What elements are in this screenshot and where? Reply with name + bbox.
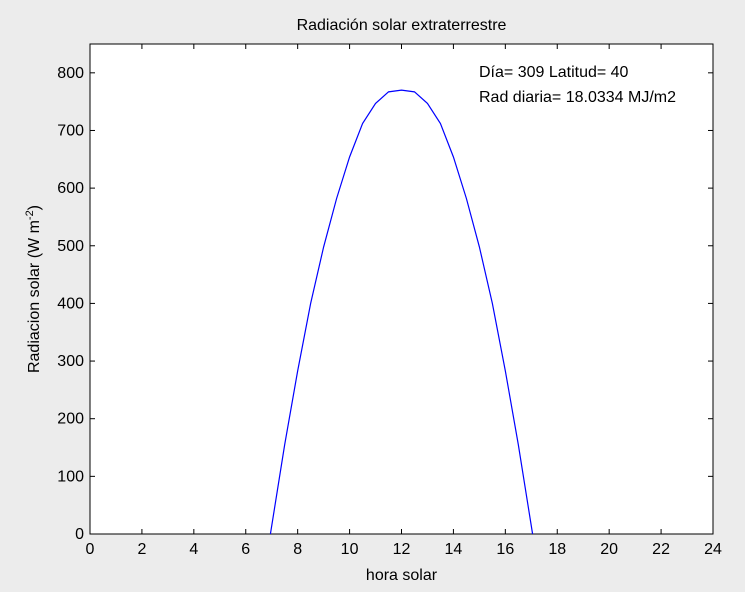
series-line (269, 89, 534, 535)
y-tick-label: 500 (57, 238, 84, 255)
y-axis-label-end: ) (26, 205, 43, 210)
y-tick-label: 800 (57, 65, 84, 82)
x-tick-label: 16 (496, 541, 514, 558)
x-tick-label: 20 (600, 541, 618, 558)
plot-area (89, 43, 714, 535)
annotation-daily-radiation: Rad diaria= 18.0334 MJ/m2 (479, 89, 676, 106)
x-tick-label: 4 (189, 541, 198, 558)
x-tick-label: 6 (241, 541, 250, 558)
x-tick-label: 0 (86, 541, 95, 558)
x-tick-label: 2 (137, 541, 146, 558)
y-tick-label: 700 (57, 122, 84, 139)
x-tick-label: 22 (652, 541, 670, 558)
y-tick-label: 300 (57, 353, 84, 370)
y-ticks: 0 100 200 300 400 500 600 700 800 (57, 65, 713, 543)
x-axis-label: hora solar (366, 567, 438, 584)
y-tick-label: 600 (57, 180, 84, 197)
x-tick-label: 18 (548, 541, 566, 558)
x-tick-label: 14 (445, 541, 463, 558)
y-axis-label-sup: -2 (24, 210, 36, 220)
y-tick-label: 0 (75, 526, 84, 543)
x-ticks: 0 2 4 6 8 10 12 14 16 18 20 22 24 (86, 44, 722, 558)
x-tick-label: 10 (341, 541, 359, 558)
annotation-day-latitude: Día= 309 Latitud= 40 (479, 64, 629, 81)
x-tick-label: 8 (293, 541, 302, 558)
chart-title: Radiación solar extraterrestre (297, 17, 507, 34)
y-tick-label: 100 (57, 468, 84, 485)
y-tick-label: 400 (57, 295, 84, 312)
y-axis-label: Radiacion solar (W m-2) (24, 205, 43, 373)
y-axis-label-main: Radiacion solar (W m (26, 220, 43, 373)
x-tick-label: 24 (704, 541, 722, 558)
x-tick-label: 12 (393, 541, 411, 558)
y-tick-label: 200 (57, 411, 84, 428)
